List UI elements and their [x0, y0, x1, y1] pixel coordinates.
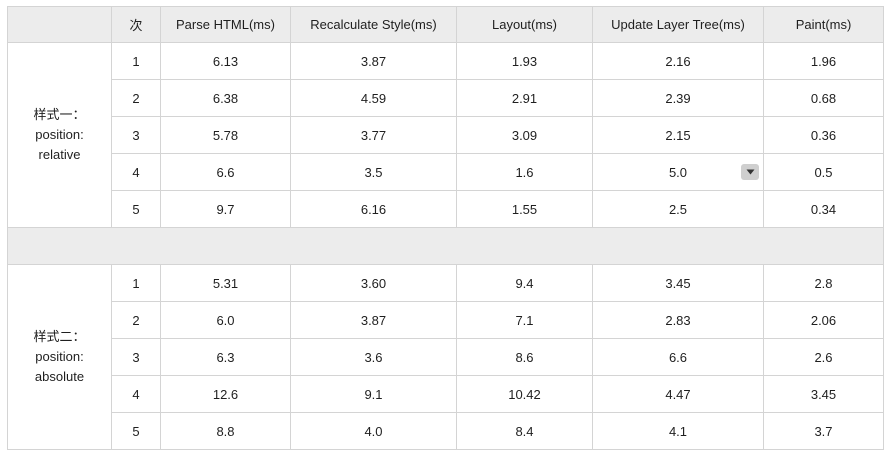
header-cell-recalculate-style[interactable]: Recalculate Style(ms) [290, 6, 457, 43]
table-cell[interactable]: 2 [111, 79, 161, 117]
group-label-relative[interactable]: 样式一： position: relative [7, 42, 112, 228]
separator-row [7, 227, 884, 265]
table-cell[interactable]: 2.15 [592, 116, 764, 154]
table-cell[interactable]: 3 [111, 338, 161, 376]
table-cell[interactable]: 8.4 [456, 412, 593, 450]
table-row: 样式二： position: absolute 1 5.31 3.60 9.4 … [7, 264, 884, 450]
table-cell[interactable]: 5 [111, 412, 161, 450]
table-cell[interactable]: 10.42 [456, 375, 593, 413]
table-cell[interactable]: 1.55 [456, 190, 593, 228]
table-cell[interactable]: 0.34 [763, 190, 884, 228]
table-cell[interactable]: 4.0 [290, 412, 457, 450]
table-cell[interactable]: 2.6 [763, 338, 884, 376]
table-cell[interactable]: 3.5 [290, 153, 457, 191]
table-cell[interactable]: 6.16 [290, 190, 457, 228]
group-label-absolute[interactable]: 样式二： position: absolute [7, 264, 112, 450]
table-row: 5 9.7 6.16 1.55 2.5 0.34 [8, 190, 884, 228]
table-cell[interactable]: 3.09 [456, 116, 593, 154]
table-cell[interactable]: 5 [111, 190, 161, 228]
table-cell[interactable]: 3.6 [290, 338, 457, 376]
table-cell[interactable]: 6.13 [160, 42, 291, 80]
table-cell[interactable]: 6.3 [160, 338, 291, 376]
cell-value: 5.0 [668, 164, 688, 180]
group-label-line: position: [35, 127, 84, 142]
table-cell[interactable]: 3.77 [290, 116, 457, 154]
group-label-line: 样式一： [33, 107, 86, 122]
table-cell[interactable]: 2 [111, 301, 161, 339]
table-cell[interactable]: 2.39 [592, 79, 764, 117]
table-cell[interactable]: 3.45 [763, 375, 884, 413]
separator-cell[interactable] [7, 227, 884, 265]
group-label-line: absolute [34, 369, 85, 384]
table-cell[interactable]: 3.87 [290, 42, 457, 80]
table-cell[interactable]: 1.96 [763, 42, 884, 80]
table-cell[interactable]: 6.38 [160, 79, 291, 117]
header-cell-layout[interactable]: Layout(ms) [456, 6, 593, 43]
table-cell[interactable]: 2.5 [592, 190, 764, 228]
table-cell[interactable]: 6.0 [160, 301, 291, 339]
header-cell-paint[interactable]: Paint(ms) [763, 6, 884, 43]
table-cell-selected[interactable]: 5.0 [592, 153, 764, 191]
table-cell[interactable]: 3.7 [763, 412, 884, 450]
table-cell[interactable]: 8.8 [160, 412, 291, 450]
table-cell[interactable]: 1.6 [456, 153, 593, 191]
table-cell[interactable]: 4 [111, 375, 161, 413]
table-cell[interactable]: 4 [111, 153, 161, 191]
performance-table: 次 Parse HTML(ms) Recalculate Style(ms) L… [7, 6, 884, 450]
table-cell[interactable]: 6.6 [592, 338, 764, 376]
table-cell[interactable]: 6.6 [160, 153, 291, 191]
table-cell[interactable]: 3 [111, 116, 161, 154]
table-row: 3 5.78 3.77 3.09 2.15 0.36 [8, 116, 884, 154]
table-cell[interactable]: 1 [111, 264, 161, 302]
group-label-line: 样式二： [33, 329, 86, 344]
table-row: 3 6.3 3.6 8.6 6.6 2.6 [8, 338, 884, 376]
table-cell[interactable]: 9.4 [456, 264, 593, 302]
table-cell[interactable]: 0.68 [763, 79, 884, 117]
header-row: 次 Parse HTML(ms) Recalculate Style(ms) L… [7, 6, 884, 43]
table-cell[interactable]: 9.1 [290, 375, 457, 413]
table-row: 4 6.6 3.5 1.6 5.0 0.5 [8, 153, 884, 191]
cell-dropdown-button[interactable] [741, 164, 759, 180]
table-cell[interactable]: 9.7 [160, 190, 291, 228]
table-cell[interactable]: 0.36 [763, 116, 884, 154]
header-cell-update-layer-tree[interactable]: Update Layer Tree(ms) [592, 6, 764, 43]
table-cell[interactable]: 1.93 [456, 42, 593, 80]
table-row: 样式一： position: relative 1 6.13 3.87 1.93… [7, 42, 884, 228]
table-row: 2 6.38 4.59 2.91 2.39 0.68 [8, 79, 884, 117]
table-cell[interactable]: 7.1 [456, 301, 593, 339]
header-cell-run[interactable]: 次 [111, 6, 161, 43]
group-label-line: position: [35, 349, 84, 364]
header-cell-parse-html[interactable]: Parse HTML(ms) [160, 6, 291, 43]
chevron-down-icon [746, 169, 754, 175]
table-cell[interactable]: 2.91 [456, 79, 593, 117]
table-cell[interactable]: 8.6 [456, 338, 593, 376]
cell-content: 5.0 [594, 155, 763, 190]
group-label-line: relative [38, 147, 81, 162]
table-cell[interactable]: 4.1 [592, 412, 764, 450]
header-cell-group[interactable] [7, 6, 112, 43]
table-cell[interactable]: 2.8 [763, 264, 884, 302]
table-cell[interactable]: 2.06 [763, 301, 884, 339]
table-cell[interactable]: 2.83 [592, 301, 764, 339]
table-cell[interactable]: 3.87 [290, 301, 457, 339]
table-cell[interactable]: 12.6 [160, 375, 291, 413]
table-cell[interactable]: 3.60 [290, 264, 457, 302]
table-cell[interactable]: 5.31 [160, 264, 291, 302]
table-cell[interactable]: 5.78 [160, 116, 291, 154]
table-cell[interactable]: 0.5 [763, 153, 884, 191]
table-cell[interactable]: 1 [111, 42, 161, 80]
table-cell[interactable]: 4.47 [592, 375, 764, 413]
table-cell[interactable]: 4.59 [290, 79, 457, 117]
table-cell[interactable]: 3.45 [592, 264, 764, 302]
table-row: 2 6.0 3.87 7.1 2.83 2.06 [8, 301, 884, 339]
table-row: 5 8.8 4.0 8.4 4.1 3.7 [8, 412, 884, 450]
table-cell[interactable]: 2.16 [592, 42, 764, 80]
table-row: 4 12.6 9.1 10.42 4.47 3.45 [8, 375, 884, 413]
